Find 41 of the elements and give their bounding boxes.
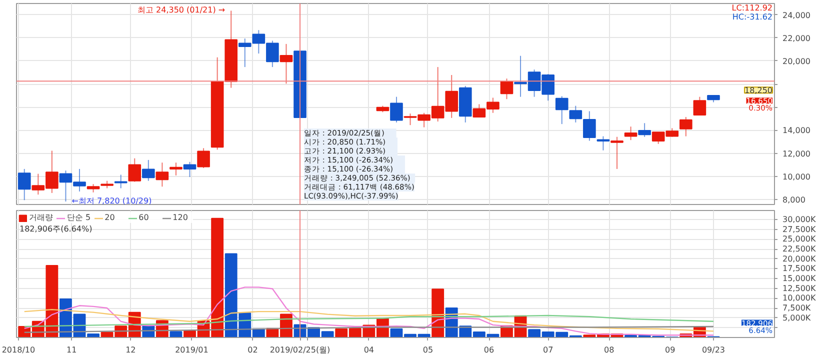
y-tick-label: 10,000 bbox=[782, 172, 810, 182]
legend-label: 단순 5 bbox=[67, 212, 91, 223]
x-tick-label: 2018/10 bbox=[2, 346, 36, 354]
annotation: LC:112.92 bbox=[732, 4, 773, 12]
x-tick-label: 07 bbox=[542, 346, 554, 354]
y-tick-label: 22,500K bbox=[782, 244, 816, 254]
y-tick-label: 12,500K bbox=[782, 284, 816, 293]
y-tick-label: 30,000K bbox=[782, 215, 816, 224]
x-tick-label: 05 bbox=[422, 346, 434, 354]
y-tick-label: 15,000K bbox=[782, 274, 816, 284]
legend-label: 60 bbox=[138, 213, 150, 222]
y-tick-label: 20,000 bbox=[782, 56, 810, 66]
ref-line-label: 2019/02/25(월) bbox=[270, 346, 330, 354]
x-tick-label: 08 bbox=[604, 346, 614, 354]
legend-label: 20 bbox=[104, 213, 116, 222]
annotation: HC:-31.62 bbox=[732, 12, 773, 22]
y-tick-label: 20,000K bbox=[782, 254, 816, 264]
annotation: 최고 24,350 (01/21) → bbox=[137, 6, 226, 15]
y-tick-label: 10,000K bbox=[782, 294, 816, 303]
annotation: ←최저 7,820 (10/29) bbox=[72, 196, 152, 206]
y-tick-label: 25,000K bbox=[782, 234, 816, 244]
y-tick-label: 17,500K bbox=[782, 264, 816, 274]
y-tick-label: 27,500K bbox=[782, 224, 816, 234]
y-tick-label: 14,000 bbox=[782, 126, 810, 136]
x-tick-label: 09 bbox=[665, 346, 676, 354]
x-tick-label: 04 bbox=[364, 346, 374, 354]
x-tick-label: 02 bbox=[248, 346, 258, 354]
x-tick-label: 09/23 bbox=[702, 346, 725, 354]
y-tick-label: 12,000 bbox=[782, 149, 810, 158]
y-tick-label: 5,000K bbox=[782, 313, 812, 322]
y-tick-label: 22,000 bbox=[782, 34, 810, 43]
x-tick-label: 06 bbox=[484, 346, 494, 354]
x-tick-label: 2019/01 bbox=[175, 346, 208, 354]
y-tick-label: 8,000 bbox=[782, 195, 806, 204]
annotation: 182,906주(6.64%) bbox=[20, 224, 92, 234]
legend-label: 거래량 bbox=[29, 212, 53, 223]
x-tick-label: 12 bbox=[126, 346, 136, 354]
x-tick-label: 11 bbox=[66, 346, 77, 354]
y-tick-label: 24,000 bbox=[782, 10, 810, 20]
y-tick-label: 7,500K bbox=[782, 304, 812, 313]
legend-label: 120 bbox=[172, 213, 189, 222]
